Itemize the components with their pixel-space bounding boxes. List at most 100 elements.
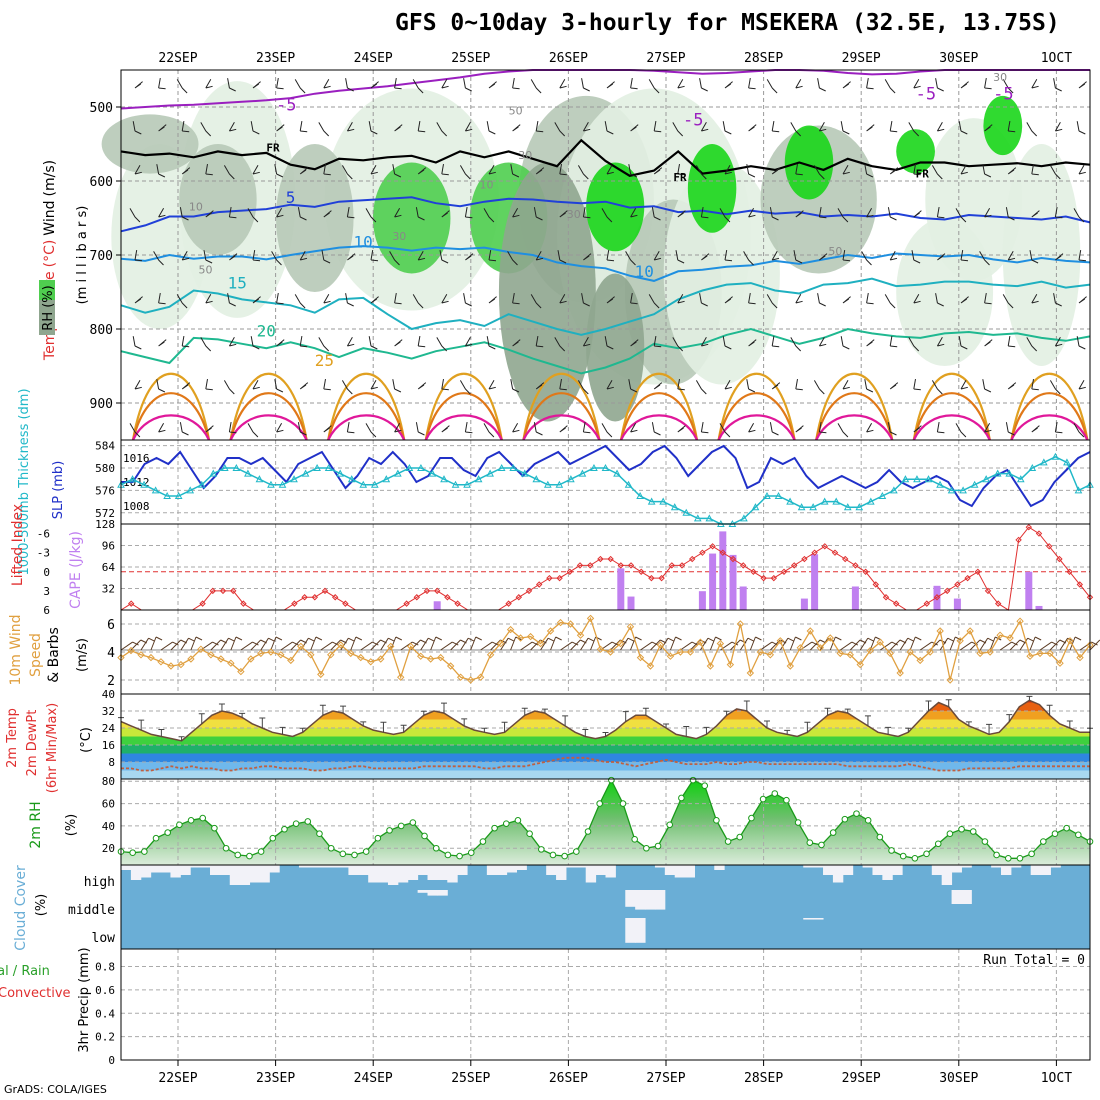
wind-barb	[866, 124, 875, 132]
wind-barb	[795, 164, 803, 176]
temp-minmax-bar	[703, 726, 710, 735]
wind-barb	[889, 382, 899, 390]
date-label-bottom: 30SEP	[939, 1071, 978, 1086]
wind-barb	[913, 164, 921, 176]
thickness-marker	[1005, 469, 1014, 477]
wind-barb	[1076, 121, 1086, 135]
wind-barb	[724, 165, 732, 175]
chart-title: GFS 0~10day 3-hourly for MSEKERA (32.5E,…	[395, 10, 1060, 36]
wind-barb	[583, 253, 592, 261]
temp-minmax-bar	[138, 719, 145, 731]
wind-barb	[270, 636, 283, 651]
wind-barb	[346, 122, 355, 132]
rh-contour-label: 50	[828, 245, 842, 258]
wind-barb	[677, 210, 686, 218]
thickness-marker	[590, 463, 598, 471]
thickness-marker	[255, 475, 264, 483]
wind-barb	[1002, 294, 1014, 309]
wind-barb	[464, 207, 473, 219]
wind-axis-label: 10m Wind	[8, 614, 24, 685]
wind-barb	[299, 382, 309, 390]
cloud-gap-high	[842, 865, 854, 875]
wind-barb	[415, 422, 425, 436]
wind-marker	[536, 639, 545, 648]
wind-barb	[699, 293, 708, 307]
wind-barb	[620, 637, 635, 651]
wind-barb	[1029, 636, 1042, 651]
wind-barb	[153, 251, 164, 266]
y-tick-label: 40	[102, 688, 115, 701]
rh-contour-label: 50	[199, 264, 213, 277]
wind-barb	[913, 79, 921, 89]
wind-barb	[510, 636, 522, 651]
run-total: Run Total = 0	[983, 953, 1085, 968]
y-tick-label: 0.8	[95, 961, 115, 974]
temp-unit-label: (°C)	[79, 727, 94, 753]
rh-marker	[456, 852, 463, 860]
wind-marker	[726, 660, 735, 669]
wind-barb	[724, 81, 733, 89]
wind-marker	[736, 620, 745, 628]
y-tick-label: 8	[108, 756, 115, 769]
wind-barb	[464, 422, 473, 434]
wind-marker	[826, 634, 834, 642]
wind-barb	[1055, 253, 1064, 261]
li-marker	[648, 574, 655, 582]
li-marker	[943, 587, 951, 595]
li-marker	[841, 555, 849, 563]
rh-marker	[923, 850, 930, 858]
wind-barb	[274, 379, 284, 393]
li-marker	[811, 549, 818, 556]
wind-marker	[866, 646, 874, 655]
li-marker	[535, 581, 543, 588]
wind-barb	[837, 208, 849, 223]
li-marker	[321, 587, 329, 595]
thickness-marker	[128, 475, 137, 483]
rh-marker	[1016, 854, 1024, 862]
temp-minmax-bar	[521, 707, 528, 716]
cloud-gap-high	[121, 865, 132, 870]
wind-barb	[368, 336, 378, 350]
wind-marker	[896, 669, 904, 677]
li-marker	[127, 600, 135, 607]
y-tick-label: 800	[90, 323, 113, 338]
wind-barb	[276, 339, 285, 347]
isotherm-line-t15	[120, 277, 1091, 336]
dewpoint-line	[121, 756, 1090, 772]
cloud-gap-high	[447, 865, 458, 883]
wind-barb	[140, 637, 155, 651]
wind-barb	[1078, 250, 1087, 262]
wind-barb	[840, 121, 850, 135]
wind-barb	[463, 293, 472, 307]
wind-barb	[535, 336, 544, 348]
wind-barb	[158, 423, 166, 433]
wind-barb	[724, 296, 733, 304]
isotherm-label: 15	[228, 273, 247, 292]
date-label-bottom: 22SEP	[158, 1071, 197, 1086]
li-marker	[291, 600, 298, 607]
wind-barb	[748, 124, 757, 132]
thickness-marker	[486, 469, 494, 477]
rh-marker	[432, 844, 440, 852]
wind-barb	[630, 124, 639, 132]
wind-barb	[606, 296, 615, 304]
wind-barb	[440, 641, 459, 651]
wind-barb	[748, 78, 756, 90]
rh-contour-label: 30	[567, 208, 581, 221]
cloud-level-label: low	[92, 931, 116, 946]
cape-bar	[617, 568, 625, 610]
wind-marker	[387, 642, 395, 651]
thickness-marker	[163, 491, 171, 499]
wind-barb	[559, 294, 567, 304]
isotherm-label: 25	[315, 351, 334, 370]
rh-shade	[896, 218, 994, 366]
wind-barb	[559, 79, 567, 89]
wind-barb	[984, 208, 992, 218]
cloud-gap-high	[1030, 865, 1042, 875]
temp-minmax-bar	[642, 707, 649, 716]
wind-barb	[488, 81, 497, 89]
li-marker	[454, 600, 461, 607]
li-marker	[750, 568, 757, 575]
wind-barb	[554, 337, 566, 352]
date-label-top: 25SEP	[451, 51, 490, 66]
